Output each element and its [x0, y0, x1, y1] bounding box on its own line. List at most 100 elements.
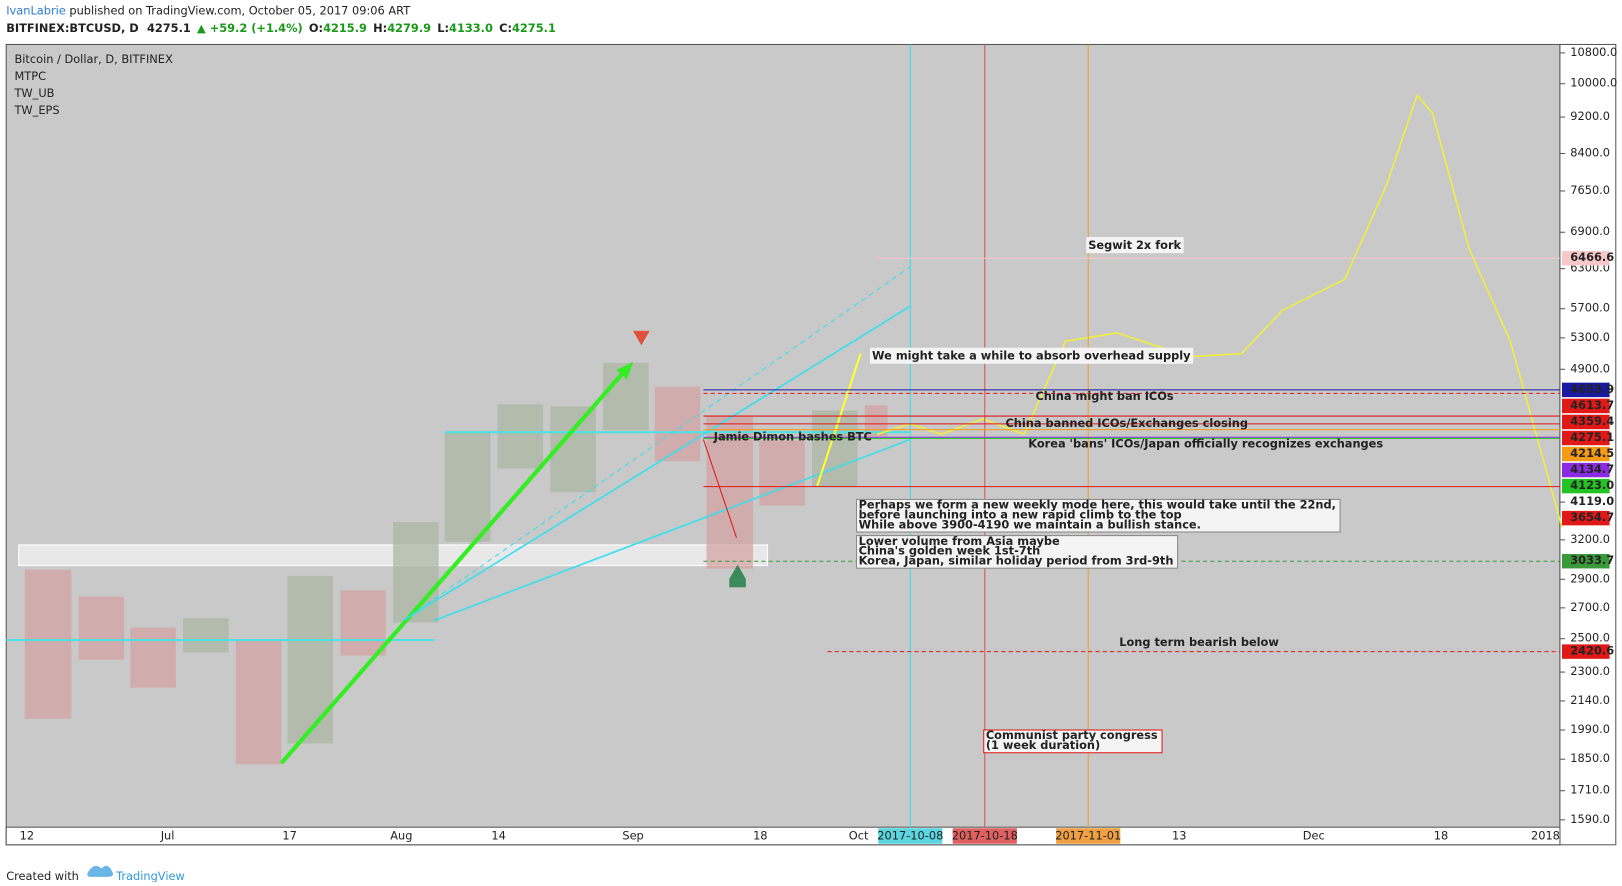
date-badge	[1056, 828, 1121, 844]
price-label: 2420.6	[1570, 644, 1614, 658]
box	[706, 415, 754, 569]
date-label: Sep	[622, 829, 643, 843]
price-tick-label: 1710.0	[1570, 783, 1610, 797]
price-label: 4123.0	[1570, 478, 1614, 492]
date-label: 18	[1434, 829, 1448, 843]
price-badge	[1562, 414, 1610, 430]
price-badge	[1562, 382, 1610, 398]
price-label: 4275.1	[1570, 430, 1614, 444]
price-tick-label: 3200.0	[1570, 532, 1610, 546]
note-line: Korea, Japan, similar holiday period fro…	[859, 553, 1174, 567]
quote-line: BITFINEX:BTCUSD, D 4275.1 ▲ +59.2 (+1.4%) O…	[6, 21, 556, 35]
arrowhead	[616, 361, 634, 380]
date-label: Jul	[160, 829, 175, 843]
change: ▲ +59.2 (+1.4%)	[197, 21, 303, 35]
high: 4279.9	[387, 21, 431, 35]
note-line: Communist party congress	[986, 728, 1158, 742]
price-tick-label: 1850.0	[1570, 751, 1610, 765]
date-label: 17	[282, 829, 296, 843]
date-label: 2017-11-01	[1055, 829, 1121, 843]
price-label: 3654.7	[1570, 510, 1614, 524]
note-line: (1 week duration)	[986, 738, 1100, 752]
yellow-arrow	[816, 353, 862, 487]
price-label: 4653.9	[1570, 382, 1614, 396]
price-tick-label: 2500.0	[1570, 631, 1610, 645]
drawings	[6, 44, 1563, 828]
price-tick-label: 6900.0	[1570, 224, 1610, 238]
price-label: 4359.4	[1570, 414, 1614, 428]
price-badge	[1562, 250, 1610, 266]
author[interactable]: IvanLabrie	[6, 3, 66, 17]
date-label: 18	[753, 829, 767, 843]
box	[130, 627, 176, 688]
note-line: China's golden week 1st-7th	[859, 544, 1041, 558]
red-arrow	[702, 439, 738, 538]
box	[340, 590, 386, 656]
price-label: 6466.6	[1570, 250, 1614, 264]
date-label: 12	[20, 829, 34, 843]
legend-item: MTPC	[14, 69, 46, 83]
annotation: China banned ICOs/Exchanges closing	[1005, 416, 1247, 430]
legend-item: TW_UB	[13, 86, 54, 100]
cyan-dashed	[403, 266, 911, 621]
box	[78, 596, 125, 660]
box	[812, 410, 858, 488]
date-label: 14	[491, 829, 505, 843]
price-label: 3033.7	[1570, 553, 1614, 567]
price-tick-label: 10000.0	[1570, 76, 1617, 90]
up-marker-base	[729, 579, 746, 588]
price-badge	[1562, 446, 1610, 462]
box	[864, 405, 888, 437]
price-badge	[1562, 462, 1610, 478]
header-line: IvanLabrie published on TradingView.com,…	[6, 3, 410, 17]
last: 4275.1	[147, 21, 191, 35]
box	[444, 432, 491, 542]
open-label: O:	[309, 21, 323, 35]
price-tick-label: 2300.0	[1570, 664, 1610, 678]
note-line: before launching into a new rapid climb …	[859, 507, 1182, 521]
created: Created with	[6, 869, 79, 882]
annotation: Long term bearish below	[1119, 635, 1279, 649]
open: 4215.9	[323, 21, 367, 35]
date-label: Oct	[849, 829, 869, 843]
price-badge	[1562, 478, 1610, 494]
note-box	[855, 535, 1179, 569]
published: published on TradingView.com, October 05…	[66, 3, 410, 17]
annotation-box	[869, 347, 1194, 364]
price-tick-label: 7650.0	[1570, 183, 1610, 197]
date-badge	[952, 828, 1017, 844]
date-axis	[5, 826, 1561, 846]
price-badge	[1562, 510, 1610, 526]
price-badge	[1562, 398, 1610, 414]
note-box	[983, 729, 1163, 754]
low-label: L:	[437, 21, 449, 35]
price-tick-label: 2900.0	[1570, 571, 1610, 585]
price-tick-label: 5700.0	[1570, 301, 1610, 315]
price-badge	[1562, 553, 1610, 569]
annotation: China might ban ICOs	[1035, 389, 1173, 403]
annotation: We might take a while to absorb overhead…	[872, 349, 1191, 363]
price-badge	[1562, 644, 1610, 659]
box	[235, 639, 282, 765]
date-label: Aug	[390, 829, 412, 843]
price-badge	[1562, 430, 1610, 446]
close-label: C:	[499, 21, 512, 35]
price-label: 4214.5	[1570, 446, 1614, 460]
down-marker	[633, 330, 650, 346]
note-line: Lower volume from Asia maybe	[859, 534, 1060, 548]
price-tick-label: 2140.0	[1570, 693, 1610, 707]
price-tick-label: 9200.0	[1570, 109, 1610, 123]
brand[interactable]: TradingView	[115, 869, 185, 883]
low: 4133.0	[449, 21, 493, 35]
legend-item: TW_EPS	[13, 103, 59, 117]
annotation: Korea 'bans' ICOs/Japan officially recog…	[1028, 437, 1383, 451]
annotation: Jamie Dimon bashes BTC	[713, 429, 872, 443]
note-box	[855, 498, 1341, 533]
annotation: Segwit 2x fork	[1088, 238, 1181, 252]
brand-logo	[87, 865, 114, 877]
box	[497, 404, 544, 469]
close: 4275.1	[512, 21, 556, 35]
price-tick-label: 2700.0	[1570, 600, 1610, 614]
